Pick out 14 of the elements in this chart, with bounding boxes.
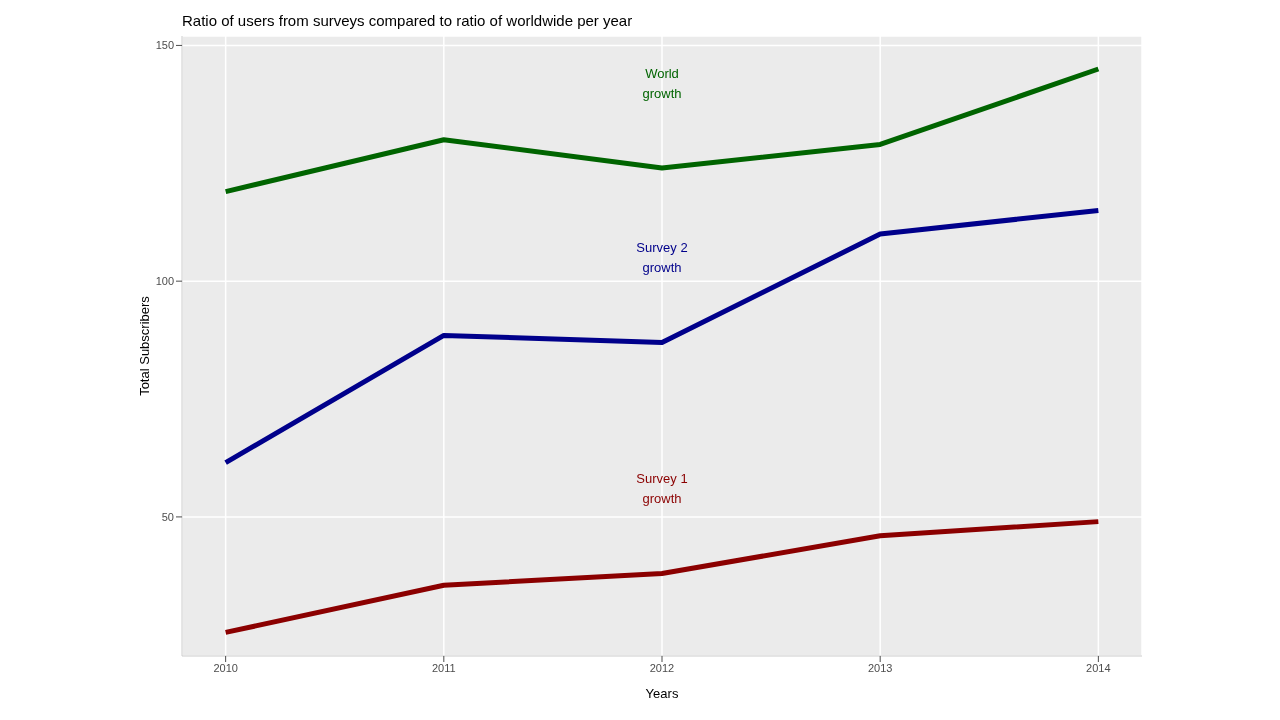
y-tick-label: 50: [161, 510, 174, 523]
chart-title: Ratio of users from surveys compared to ratio of worldwide per year: [182, 12, 633, 29]
x-tick-label: 2013: [867, 661, 893, 674]
x-tick-label: 2010: [213, 661, 238, 674]
y-axis-title: Total Subscribers: [136, 295, 152, 396]
x-tick-label: 2011: [431, 661, 456, 674]
annotation: Survey 1 growth: [636, 471, 688, 507]
annotation: Survey 2 growth: [636, 240, 688, 276]
x-tick-label: 2012: [649, 661, 675, 674]
annotation: World growth: [642, 66, 682, 102]
y-tick-label: 150: [155, 39, 174, 52]
x-tick-label: 2014: [1086, 661, 1111, 674]
x-axis-title: Years: [645, 686, 679, 701]
y-tick-label: 100: [155, 275, 174, 288]
